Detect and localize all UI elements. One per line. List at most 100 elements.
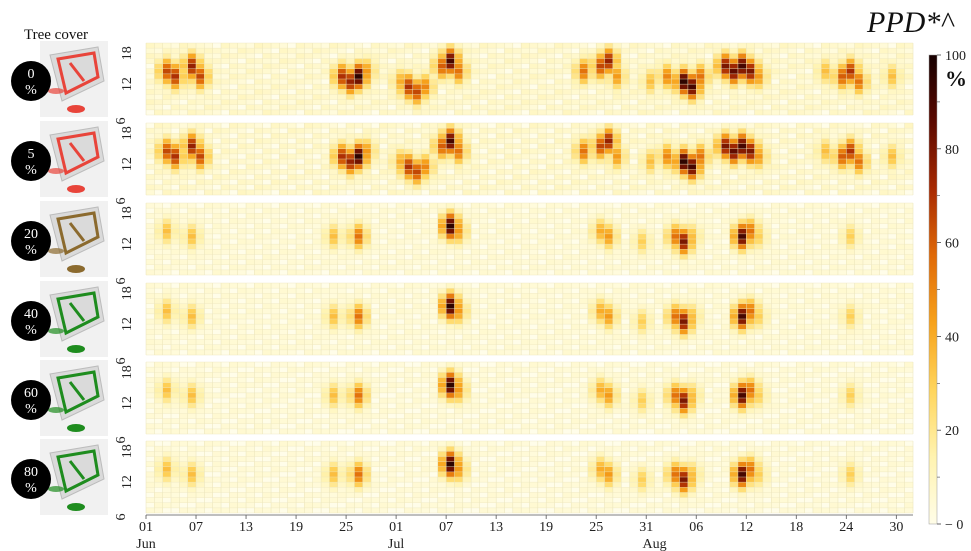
heatmap-cell bbox=[279, 208, 288, 214]
heatmap-cell bbox=[562, 63, 572, 69]
heatmap-cell bbox=[746, 203, 755, 209]
heatmap-cell bbox=[537, 89, 547, 95]
heatmap-cell bbox=[346, 339, 355, 345]
heatmap-cell bbox=[537, 138, 547, 144]
heatmap-cell bbox=[629, 174, 639, 180]
heatmap-cell bbox=[362, 233, 372, 240]
heatmap-cell bbox=[746, 143, 755, 149]
heatmap-cell bbox=[629, 218, 639, 224]
heatmap-cell bbox=[196, 339, 205, 345]
heatmap-cell bbox=[204, 189, 213, 196]
heatmap-cell bbox=[204, 63, 213, 69]
heatmap-cell bbox=[737, 233, 747, 240]
heatmap-cell bbox=[312, 79, 322, 85]
heatmap-cell bbox=[579, 334, 589, 340]
heatmap-cell bbox=[854, 104, 864, 110]
heatmap-cell bbox=[612, 339, 622, 345]
heatmap-cell bbox=[821, 213, 830, 219]
heatmap-cell bbox=[821, 244, 830, 250]
heatmap-cell bbox=[837, 169, 847, 175]
heatmap-cell bbox=[154, 308, 163, 314]
heatmap-cell bbox=[854, 184, 864, 190]
heatmap-cell bbox=[787, 109, 797, 116]
heatmap-cell bbox=[612, 133, 622, 139]
heatmap-cell bbox=[529, 233, 538, 240]
heatmap-cell bbox=[746, 99, 755, 105]
heatmap-cell bbox=[687, 293, 697, 299]
heatmap-cell bbox=[679, 174, 689, 180]
heatmap-cell bbox=[329, 164, 338, 170]
heatmap-cell bbox=[754, 159, 764, 165]
heatmap-cell bbox=[279, 349, 288, 356]
heatmap-cell bbox=[421, 349, 430, 356]
heatmap-cell bbox=[804, 329, 814, 335]
heatmap-cell bbox=[404, 79, 413, 85]
heatmap-cell bbox=[412, 68, 422, 74]
heatmap-cell bbox=[312, 43, 322, 49]
heatmap-cell bbox=[637, 298, 647, 304]
heatmap-cell bbox=[462, 143, 472, 149]
heatmap-cell bbox=[304, 148, 313, 154]
heatmap-cell bbox=[879, 254, 889, 260]
heatmap-cell bbox=[304, 339, 313, 345]
heatmap-cell bbox=[837, 288, 847, 294]
heatmap-cell bbox=[621, 213, 630, 219]
heatmap-cell bbox=[321, 228, 330, 234]
heatmap-cell bbox=[171, 293, 180, 299]
heatmap-cell bbox=[512, 174, 522, 180]
heatmap-cell bbox=[504, 239, 513, 245]
heatmap-cell bbox=[621, 58, 630, 64]
heatmap-cell bbox=[754, 128, 764, 134]
heatmap-cell bbox=[812, 109, 822, 116]
heatmap-cell bbox=[487, 138, 497, 144]
heatmap-cell bbox=[546, 339, 555, 345]
heatmap-cell bbox=[337, 109, 347, 116]
heatmap-cell bbox=[604, 298, 614, 304]
heatmap-cell bbox=[687, 319, 697, 325]
heatmap-cell bbox=[262, 109, 272, 116]
heatmap-cell bbox=[662, 153, 672, 160]
heatmap-cell bbox=[212, 208, 222, 214]
tree-cover-badge-unit: % bbox=[25, 163, 37, 178]
heatmap-cell bbox=[246, 334, 255, 340]
heatmap-cell bbox=[637, 239, 647, 245]
heatmap-cell bbox=[846, 133, 855, 139]
heatmap-cell bbox=[779, 94, 789, 100]
heatmap-cell bbox=[229, 128, 238, 134]
heatmap-cell bbox=[779, 213, 789, 219]
heatmap-cell bbox=[646, 68, 655, 74]
heatmap-cell bbox=[146, 89, 155, 95]
heatmap-cell bbox=[554, 344, 563, 350]
heatmap-cell bbox=[321, 339, 330, 345]
heatmap-cell bbox=[387, 339, 397, 345]
heatmap-cell bbox=[287, 53, 297, 59]
heatmap-cell bbox=[446, 249, 455, 255]
heatmap-cell bbox=[604, 143, 614, 149]
heatmap-cell bbox=[629, 84, 639, 90]
heatmap-cell bbox=[779, 109, 789, 116]
heatmap-cell bbox=[404, 43, 413, 49]
heatmap-cell bbox=[804, 99, 814, 105]
heatmap-cell bbox=[437, 218, 447, 224]
heatmap-cell bbox=[587, 208, 597, 214]
heatmap-cell bbox=[354, 184, 363, 190]
heatmap-cell bbox=[587, 324, 597, 330]
heatmap-cell bbox=[246, 344, 255, 350]
heatmap-cell bbox=[229, 259, 238, 265]
heatmap-cell bbox=[312, 313, 322, 320]
heatmap-cell bbox=[679, 184, 689, 190]
heatmap-cell bbox=[837, 123, 847, 129]
heatmap-cell bbox=[896, 43, 905, 49]
heatmap-cell bbox=[837, 89, 847, 95]
heatmap-cell bbox=[679, 89, 689, 95]
heatmap-cell bbox=[437, 324, 447, 330]
heatmap-cell bbox=[346, 174, 355, 180]
heatmap-cell bbox=[487, 53, 497, 59]
heatmap-cell bbox=[637, 203, 647, 209]
heatmap-cell bbox=[312, 148, 322, 154]
heatmap-cell bbox=[562, 329, 572, 335]
heatmap-cell bbox=[246, 148, 255, 154]
heatmap-cell bbox=[754, 344, 764, 350]
heatmap-cell bbox=[329, 43, 338, 49]
heatmap-cell bbox=[621, 244, 630, 250]
